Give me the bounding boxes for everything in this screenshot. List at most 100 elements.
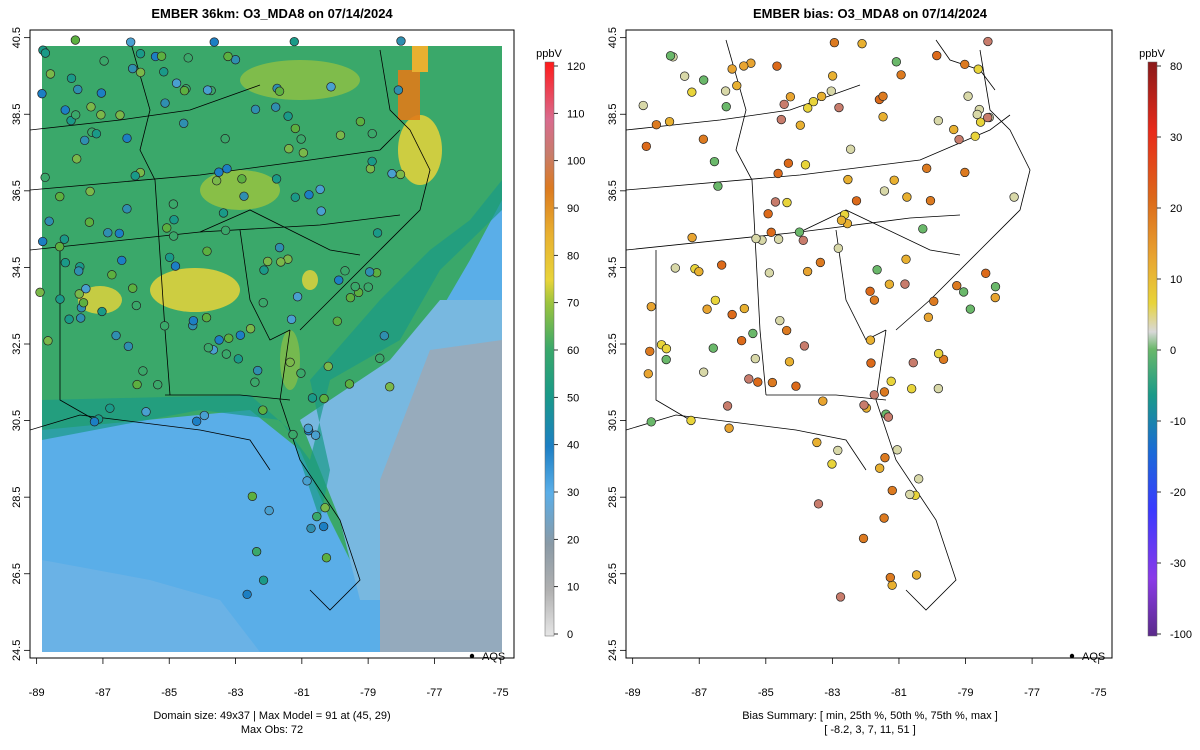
left-station-marker [40, 172, 50, 183]
right-station-marker [727, 64, 737, 74]
left-station-marker [132, 379, 142, 390]
right-x-tick-label: -75 [1091, 687, 1107, 699]
left-station-marker [70, 35, 81, 45]
left-station-marker [115, 110, 125, 120]
right-station-marker [736, 335, 747, 346]
right-station-marker [727, 309, 737, 320]
right-station-marker [794, 227, 805, 237]
left-station-marker [315, 184, 325, 195]
right-station-marker [907, 384, 917, 394]
right-station-marker [845, 144, 856, 154]
left-station-marker [103, 228, 113, 238]
left-station-marker [221, 349, 232, 359]
right-colorbar-tick-label: 30 [1170, 132, 1182, 144]
left-station-marker [141, 407, 151, 417]
right-legend-label: AQS [1082, 651, 1105, 663]
right-station-marker [973, 64, 983, 74]
left-station-marker [160, 98, 170, 108]
right-station-marker [954, 134, 964, 145]
right-station-marker [889, 175, 899, 185]
left-station-marker [235, 330, 246, 340]
right-y-tick-label: 24.5 [607, 640, 619, 661]
right-station-marker [717, 260, 727, 270]
right-station-marker [802, 266, 813, 277]
left-station-marker [323, 361, 333, 372]
right-station-marker [833, 445, 843, 456]
right-station-marker [739, 303, 750, 314]
right-y-tick-label: 28.5 [607, 486, 619, 507]
right-station-marker [883, 412, 894, 422]
left-colorbar-tick-label: 0 [567, 629, 573, 641]
left-colorbar-tick-label: 100 [567, 156, 585, 168]
left-station-marker [209, 37, 219, 47]
right-station-marker [784, 357, 795, 367]
right-station-marker [885, 572, 895, 583]
left-station-marker [304, 190, 314, 200]
right-station-marker [879, 186, 890, 196]
left-station-marker [298, 148, 309, 158]
left-y-tick-label: 40.5 [11, 27, 23, 48]
left-station-marker [81, 284, 91, 294]
left-colorbar-tick-label: 90 [567, 203, 579, 215]
left-station-marker [183, 53, 193, 63]
left-station-marker [320, 503, 330, 513]
left-station-marker [375, 353, 385, 363]
left-station-marker [86, 102, 96, 112]
right-colorbar-tick-label: -10 [1170, 416, 1186, 428]
left-station-marker [127, 63, 138, 74]
left-y-tick-label: 32.5 [11, 333, 23, 354]
left-station-marker [250, 377, 260, 387]
right-station-marker [799, 341, 810, 351]
left-station-marker [164, 252, 175, 263]
left-colorbar-tick-label: 50 [567, 392, 579, 404]
right-station-marker [709, 156, 720, 167]
right-station-marker [721, 102, 731, 112]
left-station-marker [335, 130, 346, 140]
right-station-marker [963, 91, 973, 101]
right-station-marker [665, 51, 676, 61]
right-station-marker [869, 390, 879, 400]
left-station-marker [222, 164, 232, 174]
left-colorbar-tick-label: 10 [567, 582, 579, 594]
left-station-marker [168, 231, 179, 241]
left-station-marker [203, 343, 214, 353]
right-station-marker [664, 116, 675, 127]
left-caption-line2: Max Obs: 72 [241, 724, 303, 736]
right-station-marker [816, 91, 827, 102]
left-station-marker [312, 511, 322, 522]
right-station-marker [911, 570, 922, 580]
right-station-marker [918, 224, 928, 234]
right-station-marker [766, 227, 776, 237]
left-station-marker [245, 324, 256, 334]
left-colorbar-tick-label: 120 [567, 61, 585, 73]
right-station-points [638, 36, 1019, 602]
left-station-marker [201, 312, 212, 323]
left-station-marker [385, 382, 395, 392]
left-caption-line1: Domain size: 49x37 | Max Model = 91 at (… [153, 710, 390, 722]
right-colorbar: ppbV 80 30 20 10 0 -10 -20 -30 -100 [1139, 48, 1192, 641]
right-station-marker [869, 295, 880, 305]
right-station-marker [645, 346, 655, 356]
right-colorbar-tick-label: -100 [1170, 629, 1192, 641]
left-x-tick-label: -89 [29, 687, 45, 699]
right-station-marker [886, 376, 896, 386]
right-station-marker [914, 474, 924, 484]
left-x-tick-label: -87 [95, 687, 111, 699]
left-map-panel: AQS [29, 29, 515, 663]
right-y-tick-label: 40.5 [607, 27, 619, 48]
right-station-marker [949, 124, 959, 135]
right-station-marker [710, 295, 721, 305]
left-station-marker [292, 292, 303, 302]
right-station-marker [902, 192, 912, 202]
left-station-marker [199, 410, 209, 421]
left-station-marker [263, 256, 273, 267]
right-station-marker [933, 383, 943, 394]
right-x-tick-label: -85 [758, 687, 774, 699]
right-x-tick-label: -77 [1024, 687, 1040, 699]
left-station-marker [285, 357, 295, 367]
left-colorbar-tick-label: 80 [567, 250, 579, 262]
right-x-tick-label: -87 [691, 687, 707, 699]
right-station-marker [851, 196, 862, 206]
left-x-tick-label: -79 [360, 687, 376, 699]
